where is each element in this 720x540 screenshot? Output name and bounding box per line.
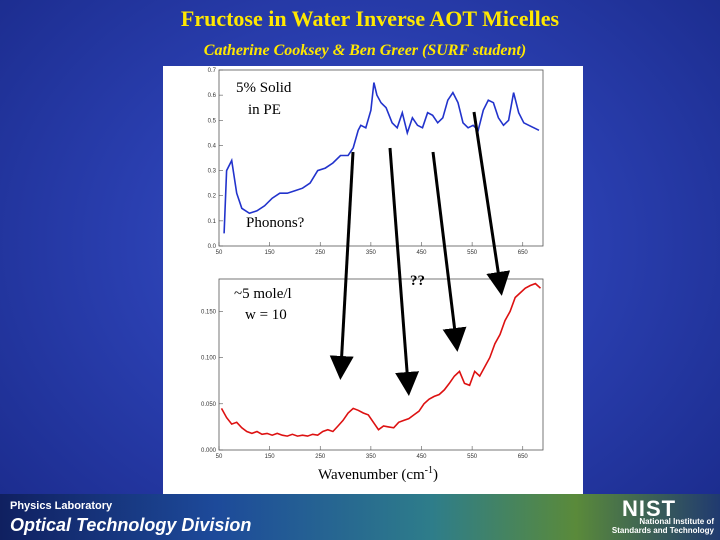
bottom-chart-ytick-label: 0.100 (201, 356, 217, 362)
bottom-chart-xtick-label: 50 (216, 454, 223, 460)
bottom-chart-xtick-label: 350 (366, 454, 377, 460)
annotation-concentration: ~5 mole/l (234, 286, 292, 302)
top-chart-ytick-label: 0.6 (208, 93, 217, 99)
top-chart-ytick-label: 0.2 (208, 194, 217, 200)
x-axis-label-sup: -1 (425, 465, 433, 476)
top-chart-xtick-label: 50 (216, 250, 223, 256)
top-chart-xtick-label: 250 (315, 250, 326, 256)
arrow-1 (329, 151, 355, 380)
top-chart-ytick-label: 0.0 (208, 244, 217, 250)
top-chart-ytick-label: 0.7 (208, 68, 217, 74)
bottom-chart-ytick-label: 0.000 (201, 448, 217, 454)
bottom-chart-xtick-label: 150 (265, 454, 276, 460)
bottom-chart-series-line (220, 282, 542, 437)
x-axis-label: Wavenumber (cm-1) (318, 465, 438, 483)
x-axis-label-main: Wavenumber (cm (318, 467, 425, 483)
slide-subtitle: Catherine Cooksey & Ben Greer (SURF stud… (203, 42, 527, 59)
bottom-chart-xtick-label: 650 (518, 454, 529, 460)
footer-banner (0, 494, 720, 540)
top-chart-ytick-label: 0.4 (208, 143, 217, 149)
division-name: Optical Technology Division (10, 515, 252, 535)
top-chart-ytick-label: 0.1 (208, 219, 217, 225)
bottom-chart-xtick-label: 450 (416, 454, 427, 460)
top-chart-ytick-label: 0.5 (208, 118, 217, 124)
nist-org-name: National Institute of Standards and Tech… (594, 517, 714, 535)
bottom-chart: 0.000 0.050 0.100 0.150 50 150 250 350 450 550 650 (201, 278, 544, 460)
lab-name: Physics Laboratory (10, 500, 113, 512)
annotation-phonons: Phonons? (246, 215, 305, 231)
slide-title: Fructose in Water Inverse AOT Micelles (180, 6, 560, 31)
nist-org-line-1: National Institute of (639, 517, 714, 526)
top-chart-xtick-label: 650 (518, 250, 529, 256)
top-chart-xtick-label: 350 (366, 250, 377, 256)
annotation-question: ?? (410, 273, 425, 289)
annotation-w: w = 10 (245, 307, 287, 323)
top-chart-series-line (223, 82, 540, 234)
arrow-2 (388, 147, 420, 396)
top-chart: 0.0 0.1 0.2 0.3 0.4 0.5 0.6 0.7 50 150 250 350 450 55… (208, 68, 544, 256)
top-chart-frame (218, 69, 544, 247)
top-chart-ytick-label: 0.3 (208, 169, 217, 175)
arrow-4 (472, 111, 511, 296)
top-chart-xtick-label: 450 (416, 250, 427, 256)
top-chart-xtick-label: 550 (467, 250, 478, 256)
arrow-3 (431, 151, 467, 352)
annotation-in-pe: in PE (248, 102, 281, 118)
nist-logo: NIST (622, 496, 677, 521)
top-chart-xtick-label: 150 (265, 250, 276, 256)
bottom-chart-ytick-label: 0.050 (201, 402, 217, 408)
bottom-chart-xtick-label: 550 (467, 454, 478, 460)
annotation-arrows (329, 111, 511, 396)
bottom-chart-frame (218, 278, 544, 451)
annotation-solid: 5% Solid (236, 80, 292, 96)
bottom-chart-xtick-label: 250 (315, 454, 326, 460)
x-axis-label-end: ) (433, 467, 438, 483)
nist-org-line-2: Standards and Technology (611, 526, 714, 535)
bottom-chart-ytick-label: 0.150 (201, 309, 217, 315)
